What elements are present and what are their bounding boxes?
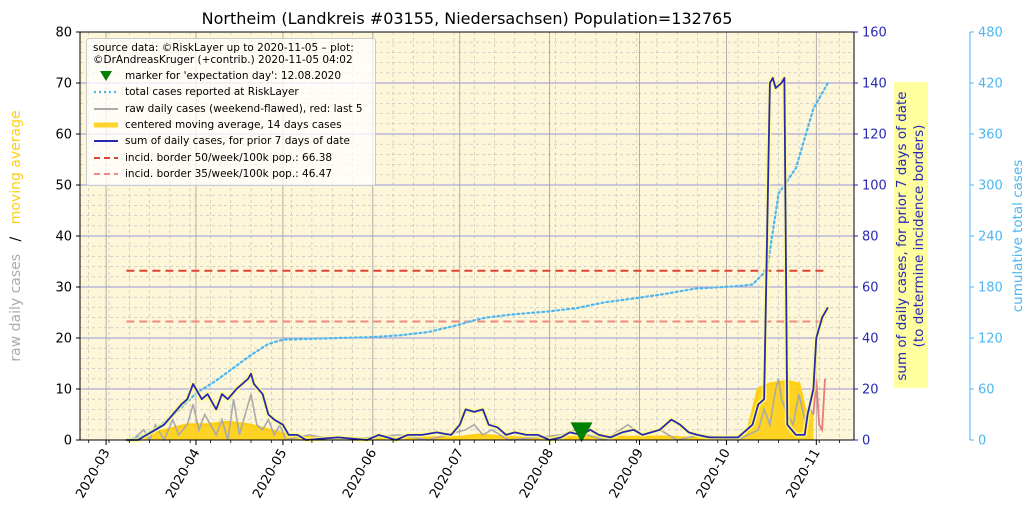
right2-tick-label: 60 xyxy=(978,383,995,398)
x-tick-label: 2020-11 xyxy=(784,447,824,502)
cumulative-line xyxy=(125,81,829,442)
ylabel-right1-line2: (to determine incidence borders) xyxy=(911,125,927,348)
left-tick-label: 70 xyxy=(55,77,72,92)
left-tick-label: 20 xyxy=(55,332,72,347)
legend-source: source data: ©RiskLayer up to 2020-11-05… xyxy=(93,42,354,66)
left-tick-label: 0 xyxy=(64,434,72,449)
left-tick-label: 30 xyxy=(55,281,72,296)
moving-average-area xyxy=(132,381,814,440)
legend-item: raw daily cases (weekend-flawed), red: l… xyxy=(93,101,369,117)
right1-tick-label: 120 xyxy=(862,128,887,143)
x-tick-label: 2020-07 xyxy=(427,447,467,502)
ylabel-sep: / xyxy=(8,236,24,241)
left-tick-label: 80 xyxy=(55,26,72,41)
legend-symbol xyxy=(93,103,119,115)
legend-item: centered moving average, 14 days cases xyxy=(93,117,369,133)
x-tick-label: 2020-05 xyxy=(250,447,290,502)
x-tick-label: 2020-10 xyxy=(694,447,734,502)
x-tick-label: 2020-04 xyxy=(163,447,203,502)
right1-tick-label: 80 xyxy=(862,230,879,245)
right1-label-box xyxy=(894,82,928,388)
legend-label: total cases reported at RiskLayer xyxy=(125,86,299,99)
right1-tick-label: 100 xyxy=(862,179,887,194)
right2-tick-label: 360 xyxy=(978,128,1003,143)
legend-label: marker for 'expectation day': 12.08.2020 xyxy=(125,70,342,83)
right2-tick-label: 300 xyxy=(978,179,1003,194)
right1-axis-label: sum of daily cases, for prior 7 days of … xyxy=(894,91,927,380)
x-tick-label: 2020-09 xyxy=(607,447,647,502)
legend-label: incid. border 50/week/100k pop.: 66.38 xyxy=(125,151,333,164)
x-tick-label: 2020-03 xyxy=(73,447,113,502)
left-tick-label: 10 xyxy=(55,383,72,398)
ylabel-right2: cumulative total cases xyxy=(1010,160,1026,313)
right1-tick-label: 140 xyxy=(862,77,887,92)
raw-daily-line xyxy=(131,378,815,442)
legend-symbol xyxy=(93,168,119,180)
ylabel-avg: moving average xyxy=(8,110,24,224)
legend: source data: ©RiskLayer up to 2020-11-05… xyxy=(86,38,376,187)
right2-tick-label: 240 xyxy=(978,230,1003,245)
weekly-sum-line xyxy=(126,77,829,441)
ylabel-right1-line1: sum of daily cases, for prior 7 days of … xyxy=(894,91,910,380)
right2-tick-label: 420 xyxy=(978,77,1003,92)
legend-symbol xyxy=(93,152,119,164)
x-tick-label: 2020-08 xyxy=(517,447,557,502)
legend-label: incid. border 35/week/100k pop.: 46.47 xyxy=(125,167,333,180)
right2-axis-label: cumulative total cases xyxy=(1010,160,1026,313)
legend-symbol xyxy=(93,70,119,82)
legend-symbol xyxy=(93,119,119,131)
left-tick-label: 60 xyxy=(55,128,72,143)
right2-tick-label: 180 xyxy=(978,281,1003,296)
right2-tick-label: 120 xyxy=(978,332,1003,347)
legend-item: total cases reported at RiskLayer xyxy=(93,84,369,100)
legend-symbol xyxy=(93,86,119,98)
legend-marker-icon xyxy=(100,71,112,82)
left-axis-label: raw daily cases / moving average xyxy=(8,110,24,361)
legend-item: incid. border 50/week/100k pop.: 66.38 xyxy=(93,149,369,165)
x-tick-label: 2020-06 xyxy=(340,447,380,502)
series-layer xyxy=(125,75,831,443)
legend-symbol xyxy=(93,135,119,147)
chart-title: Northeim (Landkreis #03155, Niedersachse… xyxy=(202,9,733,28)
legend-rows: marker for 'expectation day': 12.08.2020… xyxy=(93,68,369,182)
legend-label: centered moving average, 14 days cases xyxy=(125,119,342,132)
svg-text:raw daily cases /: raw daily cases / moving average xyxy=(8,110,24,361)
right1-tick-label: 60 xyxy=(862,281,879,296)
expectation-marker xyxy=(570,422,593,443)
legend-item: marker for 'expectation day': 12.08.2020 xyxy=(93,68,369,84)
right2-tick-label: 0 xyxy=(978,434,986,449)
ylabel-raw: raw daily cases xyxy=(8,254,24,362)
legend-item: incid. border 35/week/100k pop.: 46.47 xyxy=(93,166,369,182)
legend-label: sum of daily cases, for prior 7 days of … xyxy=(125,135,350,148)
right1-tick-label: 40 xyxy=(862,332,879,347)
legend-label: raw daily cases (weekend-flawed), red: l… xyxy=(125,102,363,115)
left-tick-label: 40 xyxy=(55,230,72,245)
right1-tick-label: 0 xyxy=(862,434,870,449)
right1-tick-label: 20 xyxy=(862,383,879,398)
right2-tick-label: 480 xyxy=(978,26,1003,41)
right1-tick-label: 160 xyxy=(862,26,887,41)
left-tick-label: 50 xyxy=(55,179,72,194)
legend-item: sum of daily cases, for prior 7 days of … xyxy=(93,133,369,149)
